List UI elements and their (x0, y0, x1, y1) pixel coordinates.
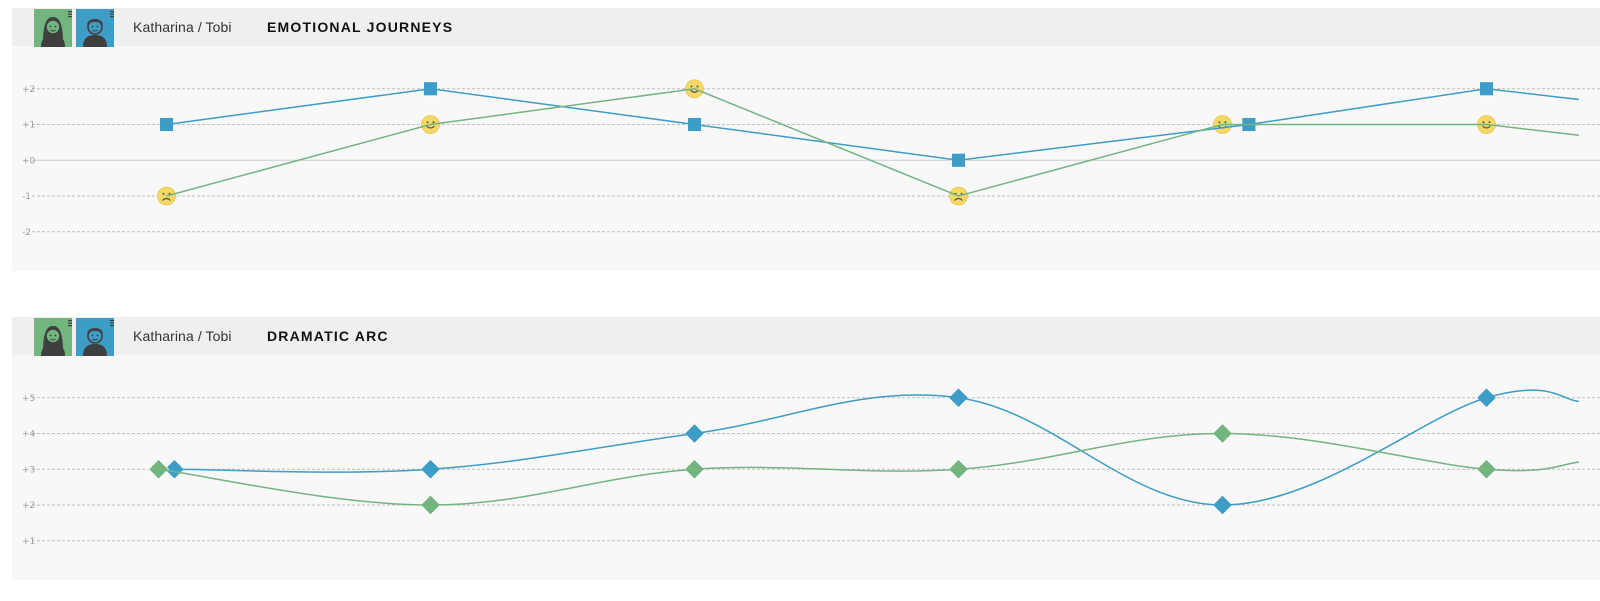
y-tick-label: +3 (22, 465, 35, 475)
series-line (166, 87, 1579, 197)
tobi-avatar-icon[interactable] (76, 318, 114, 356)
panel-title: DRAMATIC ARC (267, 328, 389, 344)
panel-title: EMOTIONAL JOURNEYS (267, 19, 454, 35)
tobi-avatar-icon[interactable] (76, 9, 114, 47)
emotional-journeys-panel: Katharina / Tobi EMOTIONAL JOURNEYS +2 +1… (12, 8, 1600, 271)
katharina-avatar-icon[interactable] (34, 318, 72, 356)
y-tick-label: +5 (22, 394, 35, 404)
emotional-journeys-chart: +2 +1 +0 -1 -2 (12, 46, 1600, 271)
y-tick-label: -2 (22, 228, 31, 238)
panel-header: Katharina / Tobi EMOTIONAL JOURNEYS (12, 8, 1600, 47)
grid (32, 397, 1600, 542)
series-line (174, 389, 1579, 506)
participants-label: Katharina / Tobi (133, 19, 232, 35)
y-tick-label: +1 (22, 121, 35, 131)
series-line (166, 87, 1579, 162)
panel-header: Katharina / Tobi DRAMATIC ARC (12, 317, 1600, 356)
y-tick-label: +0 (22, 156, 36, 166)
dramatic-arc-chart: +5 +4 +3 +2 +1 (12, 355, 1600, 580)
dramatic-arc-chart-svg: +5 +4 +3 +2 +1 (22, 387, 1600, 547)
y-tick-label: -1 (22, 192, 31, 202)
y-tick-label: +2 (22, 85, 35, 95)
dramatic-arc-panel: Katharina / Tobi DRAMATIC ARC +5 +4 +3 +2 +1 (12, 317, 1600, 580)
participants-label: Katharina / Tobi (133, 328, 232, 344)
emotional-journeys-chart-svg: +2 +1 +0 -1 -2 (22, 79, 1600, 238)
series-line (158, 432, 1579, 506)
y-tick-label: +1 (22, 537, 35, 547)
y-tick-label: +4 (22, 430, 36, 440)
katharina-avatar-icon[interactable] (34, 9, 72, 47)
y-tick-label: +2 (22, 501, 35, 511)
